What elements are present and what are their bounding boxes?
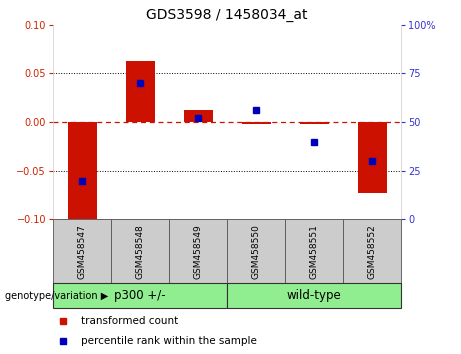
Bar [358,122,387,193]
Title: GDS3598 / 1458034_at: GDS3598 / 1458034_at [146,8,308,22]
Text: GSM458548: GSM458548 [136,224,145,279]
Bar [67,122,96,222]
Text: wild-type: wild-type [287,289,342,302]
Text: percentile rank within the sample: percentile rank within the sample [81,336,257,346]
Bar [169,219,227,283]
Bar [53,219,111,283]
Bar [343,219,401,283]
Bar [227,219,285,283]
Bar [227,283,401,308]
Bar [183,110,213,122]
Bar [125,61,154,122]
Text: GSM458547: GSM458547 [77,224,87,279]
Bar [111,219,169,283]
Text: GSM458552: GSM458552 [367,224,377,279]
Text: GSM458550: GSM458550 [252,224,260,279]
Text: genotype/variation ▶: genotype/variation ▶ [5,291,108,301]
Bar [300,122,329,124]
Bar [285,219,343,283]
Text: p300 +/-: p300 +/- [114,289,166,302]
Bar [53,283,227,308]
Text: GSM458549: GSM458549 [194,224,202,279]
Text: transformed count: transformed count [81,316,178,326]
Text: GSM458551: GSM458551 [309,224,319,279]
Bar [242,122,271,124]
